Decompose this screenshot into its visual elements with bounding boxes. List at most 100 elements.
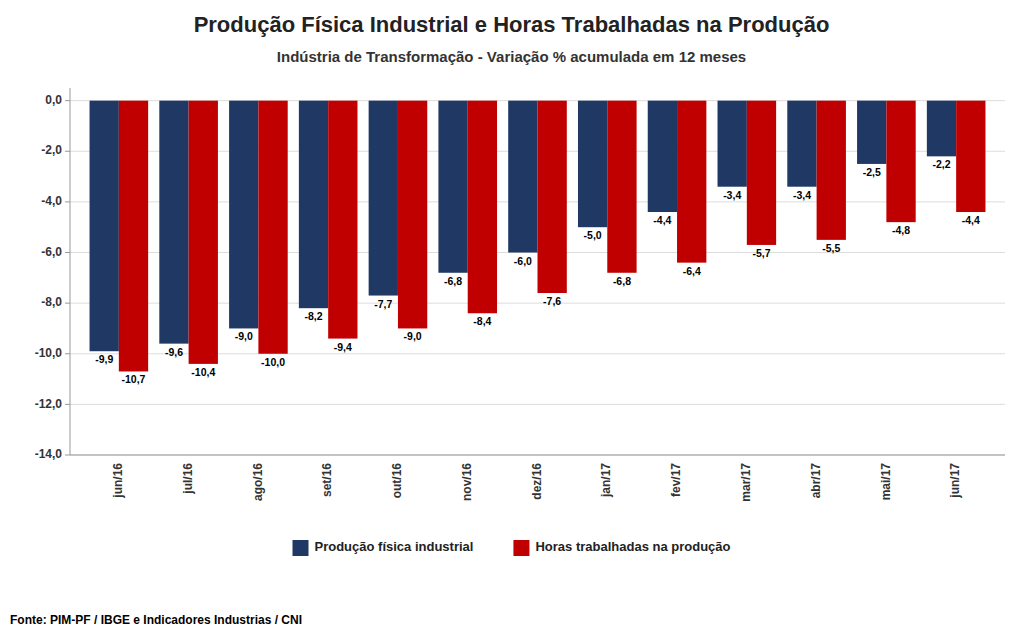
data-label: -5,7 [752, 247, 770, 259]
source-note: Fonte: PIM-PF / IBGE e Indicadores Indus… [10, 613, 302, 627]
data-label: -9,9 [95, 353, 113, 365]
bar [369, 101, 398, 296]
data-label: -7,6 [543, 295, 561, 307]
x-tick-label: fev/17 [669, 463, 683, 497]
bar [159, 101, 188, 344]
legend: Produção física industrial Horas trabalha… [293, 539, 731, 556]
bar [90, 101, 119, 352]
bar [718, 101, 747, 187]
y-tick-label: -6,0 [41, 245, 62, 259]
y-tick-label: -10,0 [35, 346, 63, 360]
data-label: -10,7 [122, 373, 146, 385]
bar [468, 101, 497, 314]
bar [648, 101, 677, 212]
data-label: -3,4 [793, 189, 811, 201]
bar [857, 101, 886, 164]
bar [328, 101, 357, 339]
bar [538, 101, 567, 293]
y-tick-label: -14,0 [35, 447, 63, 461]
bar [817, 101, 846, 240]
x-tick-label: jun/17 [948, 463, 962, 499]
bar [398, 101, 427, 329]
x-tick-label: mai/17 [879, 463, 893, 501]
bar [119, 101, 148, 372]
data-label: -2,2 [932, 158, 950, 170]
chart-subtitle: Indústria de Transformação - Variação % … [277, 48, 746, 65]
y-tick-label: 0,0 [45, 93, 62, 107]
data-label: -9,6 [165, 346, 183, 358]
y-tick [65, 151, 70, 152]
data-label: -2,5 [863, 166, 881, 178]
y-tick [65, 303, 70, 304]
data-label: -4,4 [962, 214, 980, 226]
bar [438, 101, 467, 273]
y-tick [65, 252, 70, 253]
data-label: -5,0 [584, 229, 602, 241]
legend-item: Horas trabalhadas na produção [513, 539, 730, 556]
y-tick [65, 353, 70, 354]
x-tick-label: set/16 [320, 463, 334, 497]
data-label: -6,8 [613, 275, 631, 287]
data-label: -5,5 [822, 242, 840, 254]
y-tick-label: -8,0 [41, 295, 62, 309]
data-labels: -9,9 -9,6 -9,0 -8,2 -7,7 -6,8 -6,0 -5,0 -4,4 -3,4… [95, 158, 980, 385]
bar [258, 101, 287, 354]
bar [927, 101, 956, 157]
bar [229, 101, 258, 329]
legend-item: Produção física industrial [293, 539, 474, 556]
data-label: -9,0 [235, 330, 253, 342]
x-axis-line [70, 455, 1005, 456]
chart-container: Produção Física Industrial e Horas Traba… [0, 0, 1023, 636]
background [0, 0, 1023, 636]
chart-title: Produção Física Industrial e Horas Traba… [194, 12, 830, 37]
legend-label: Horas trabalhadas na produção [535, 539, 730, 554]
data-label: -4,8 [892, 224, 910, 236]
bar [508, 101, 537, 253]
bar [886, 101, 915, 222]
x-tick-label: mar/17 [739, 463, 753, 502]
data-label: -10,0 [261, 356, 285, 368]
bar [956, 101, 985, 212]
y-tick-label: -2,0 [41, 143, 62, 157]
x-tick-label: abr/17 [809, 463, 823, 499]
y-tick [65, 201, 70, 202]
grid [70, 101, 1005, 455]
x-tick-label: dez/16 [530, 463, 544, 500]
data-label: -6,0 [514, 255, 532, 267]
y-axis-line [70, 88, 71, 455]
data-label: -8,4 [473, 315, 491, 327]
bar [299, 101, 328, 309]
grid-line [70, 455, 1005, 456]
data-label: -6,8 [444, 275, 462, 287]
legend-swatch [513, 540, 529, 556]
y-tick-label: -12,0 [35, 397, 63, 411]
x-tick-label: nov/16 [460, 463, 474, 501]
bar [747, 101, 776, 245]
y-tick [65, 404, 70, 405]
bar [607, 101, 636, 273]
legend-swatch [293, 540, 309, 556]
x-tick-label: out/16 [390, 463, 404, 499]
data-label: -6,4 [683, 265, 701, 277]
chart-svg: Produção Física Industrial e Horas Traba… [0, 0, 1023, 636]
x-tick-label: jul/16 [181, 463, 195, 495]
bar [787, 101, 816, 187]
data-label: -9,4 [334, 341, 352, 353]
bar [189, 101, 218, 364]
bar [677, 101, 706, 263]
data-label: -3,4 [723, 189, 741, 201]
x-tick-label: jan/17 [599, 463, 613, 498]
data-label: -8,2 [304, 310, 322, 322]
data-label: -9,0 [404, 330, 422, 342]
data-label: -7,7 [374, 298, 392, 310]
bar [578, 101, 607, 228]
x-tick-label: jun/16 [111, 463, 125, 499]
data-label: -4,4 [653, 214, 671, 226]
grid-line [70, 404, 1005, 405]
bars [90, 101, 986, 372]
legend-label: Produção física industrial [315, 539, 474, 554]
x-tick-label: ago/16 [251, 463, 265, 501]
y-tick [65, 455, 70, 456]
axes: 0,0-2,0-4,0-6,0-8,0-10,0-12,0-14,0jun/16… [35, 88, 1005, 502]
y-tick [65, 100, 70, 101]
